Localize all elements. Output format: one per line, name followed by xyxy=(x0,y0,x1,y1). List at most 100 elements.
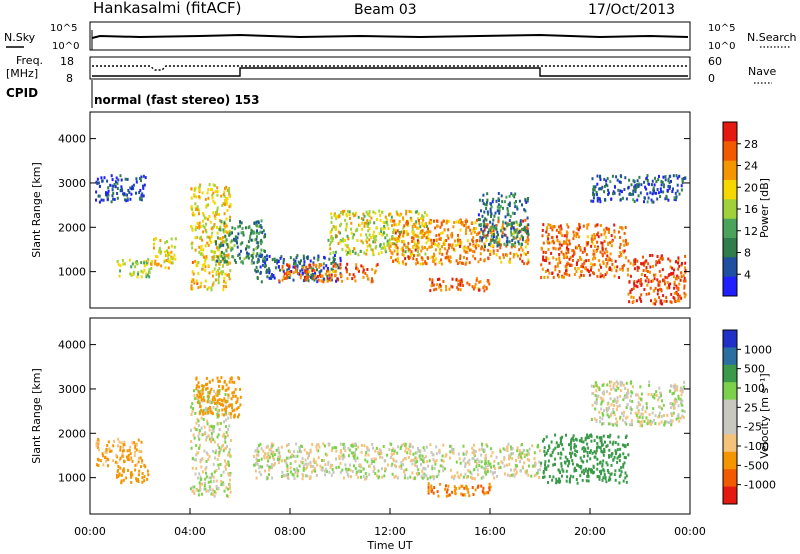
scatter-cell xyxy=(237,406,240,409)
scatter-cell xyxy=(207,394,210,398)
scatter-cell xyxy=(587,479,590,483)
scatter-cell xyxy=(137,438,140,442)
scatter-cell xyxy=(619,380,622,384)
scatter-cell xyxy=(673,399,676,403)
scatter-cell xyxy=(425,445,428,449)
scatter-cell xyxy=(208,476,211,480)
scatter-cell xyxy=(610,387,613,391)
scatter-cell xyxy=(391,472,394,476)
scatter-cell xyxy=(321,459,323,462)
scatter-cell xyxy=(521,465,524,469)
scatter-cell xyxy=(286,463,289,467)
scatter-cell xyxy=(612,386,615,390)
scatter-cell xyxy=(400,247,403,251)
scatter-cell xyxy=(228,205,231,209)
scatter-cell xyxy=(666,286,669,290)
scatter-cell xyxy=(277,455,280,459)
scatter-cell xyxy=(401,240,404,244)
scatter-cell xyxy=(418,472,420,476)
scatter-cell xyxy=(345,225,348,229)
noise-sky-trace xyxy=(91,33,689,39)
scatter-cell xyxy=(146,273,149,277)
scatter-cell xyxy=(425,230,428,234)
scatter-cell xyxy=(489,241,492,245)
scatter-cell xyxy=(439,249,441,253)
scatter-cell xyxy=(375,234,378,238)
scatter-cell xyxy=(366,212,369,216)
scatter-cell xyxy=(101,452,104,456)
scatter-cell xyxy=(105,448,108,452)
scatter-cell xyxy=(205,383,207,387)
scatter-cell xyxy=(404,444,406,448)
scatter-cell xyxy=(361,443,363,447)
scatter-cell xyxy=(510,473,513,477)
scatter-cell xyxy=(615,175,618,179)
scatter-cell xyxy=(432,242,435,245)
scatter-cell xyxy=(649,191,652,195)
scatter-cell xyxy=(204,467,207,471)
scatter-cell xyxy=(228,484,231,487)
scatter-cell xyxy=(464,220,467,223)
scatter-cell xyxy=(416,253,419,257)
scatter-cell xyxy=(598,445,601,449)
scatter-cell xyxy=(481,447,483,451)
scatter-cell xyxy=(223,447,226,451)
scatter-cell xyxy=(657,191,660,195)
scatter-cell xyxy=(199,252,202,256)
scatter-cell xyxy=(108,447,111,451)
scatter-cell xyxy=(221,434,224,438)
scatter-cell xyxy=(330,221,333,224)
scatter-cell xyxy=(673,275,675,279)
scatter-cell xyxy=(201,433,204,437)
scatter-cell xyxy=(636,198,639,202)
scatter-cell xyxy=(335,457,337,461)
scatter-cell xyxy=(473,227,475,230)
scatter-cell xyxy=(216,186,219,190)
scatter-cell xyxy=(143,261,146,265)
scatter-cell xyxy=(676,299,679,303)
scatter-cell xyxy=(214,278,217,282)
scatter-cell xyxy=(479,235,482,239)
scatter-cell xyxy=(610,403,613,407)
scatter-cell xyxy=(140,198,143,202)
scatter-cell xyxy=(314,271,317,275)
scatter-cell xyxy=(409,475,412,479)
scatter-cell xyxy=(493,467,496,470)
scatter-cell xyxy=(190,285,193,289)
scatter-cell xyxy=(450,245,453,249)
scatter-cell xyxy=(158,248,161,252)
scatter-cell xyxy=(616,396,619,400)
scatter-cell xyxy=(212,281,215,285)
scatter-cell xyxy=(514,241,517,245)
scatter-cell xyxy=(474,459,477,463)
scatter-cell xyxy=(372,236,375,240)
scatter-cell xyxy=(445,255,448,259)
scatter-cell xyxy=(337,230,340,234)
scatter-cell xyxy=(588,273,591,277)
scatter-cell xyxy=(486,198,489,202)
scatter-cell xyxy=(510,468,512,472)
scatter-cell xyxy=(226,444,228,448)
scatter-cell xyxy=(596,196,599,200)
scatter-cell xyxy=(481,489,484,493)
scatter-cell xyxy=(223,279,225,283)
scatter-cell xyxy=(117,465,120,468)
scatter-cell xyxy=(232,255,235,259)
scatter-cell xyxy=(673,196,676,200)
scatter-cell xyxy=(424,260,427,264)
scatter-cell xyxy=(378,452,381,456)
scatter-cell xyxy=(303,263,306,267)
scatter-cell xyxy=(222,449,225,453)
scatter-cell xyxy=(508,240,511,244)
scatter-cell xyxy=(657,288,659,292)
scatter-cell xyxy=(622,479,625,483)
scatter-cell xyxy=(374,472,377,476)
scatter-cell xyxy=(524,199,527,203)
scatter-cell xyxy=(520,242,523,246)
scatter-cell xyxy=(586,223,589,227)
scatter-cell xyxy=(587,270,590,273)
scatter-cell xyxy=(610,380,613,384)
scatter-cell xyxy=(642,261,645,265)
scatter-cell xyxy=(132,272,135,276)
